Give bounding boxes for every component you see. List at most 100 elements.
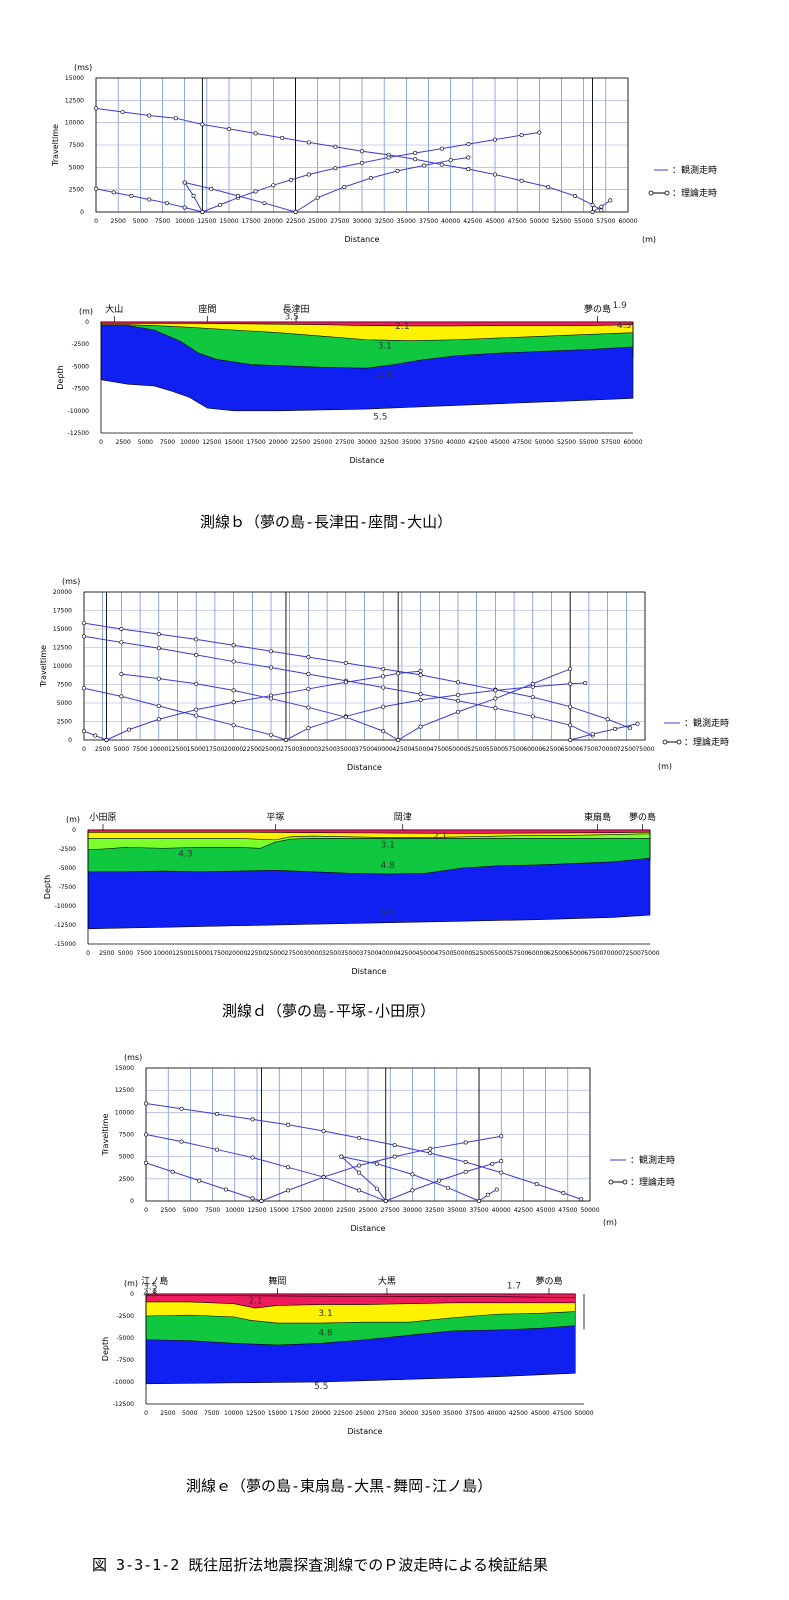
- theoretical-point: [374, 1161, 379, 1166]
- y-tick-label: 7500: [69, 142, 84, 149]
- layer-label: 3.5: [143, 1283, 157, 1293]
- theoretical-point: [418, 672, 423, 677]
- theoretical-point: [392, 1143, 397, 1148]
- x-tick-label: 25000: [313, 439, 332, 446]
- theoretical-point: [126, 727, 131, 732]
- theoretical-point: [343, 680, 348, 685]
- x-tick-label: 45000: [490, 439, 509, 446]
- observed-series: [261, 1135, 502, 1202]
- theoretical-point: [231, 700, 236, 705]
- x-tick-label: 35000: [402, 439, 421, 446]
- x-tick-label: 2500: [111, 218, 126, 225]
- theoretical-point: [466, 142, 471, 147]
- x-tick-label: 37500: [355, 746, 374, 753]
- theoretical-point: [357, 1170, 362, 1175]
- theoretical-point: [343, 715, 348, 720]
- theoretical-point: [289, 177, 294, 182]
- y-tick-label: -2500: [72, 341, 90, 348]
- theoretical-point: [494, 1187, 499, 1192]
- x-tick-label: 42500: [514, 1207, 533, 1214]
- theoretical-point: [286, 1122, 291, 1127]
- x-unit: (m): [658, 762, 672, 771]
- theoretical-point: [410, 1172, 415, 1177]
- theoretical-point: [111, 190, 116, 195]
- place-name: 大山: [105, 303, 123, 315]
- x-tick-label: 20000: [314, 1207, 333, 1214]
- x-tick-label: 15000: [224, 439, 243, 446]
- x-tick-label: 67500: [584, 950, 603, 957]
- theoretical-point: [82, 634, 87, 639]
- theoretical-point: [628, 726, 633, 731]
- layer-label: 1.9: [613, 301, 628, 311]
- y-tick-label: -10000: [113, 1379, 134, 1386]
- x-tick-label: 5000: [183, 1207, 198, 1214]
- x-tick-label: 12500: [247, 1207, 266, 1214]
- x-tick-label: 52500: [472, 950, 491, 957]
- theoretical-point: [194, 637, 199, 642]
- theoretical-point: [156, 632, 161, 637]
- theoretical-point: [333, 144, 338, 149]
- velocity-label: 2.1: [433, 832, 447, 842]
- observed-series: [145, 1102, 582, 1200]
- x-tick-label: 25000: [308, 218, 327, 225]
- theoretical-point: [530, 714, 535, 719]
- x-tick-label: 47500: [513, 439, 532, 446]
- chart-b-traveltime: (m)0 2500 5000 7500 10000 12500 15000 17500 2000…: [51, 63, 656, 244]
- theoretical-point: [568, 666, 573, 671]
- layer-label: 3.5: [284, 312, 298, 322]
- x-tick-label: 57500: [601, 439, 620, 446]
- theoretical-point: [374, 1186, 379, 1191]
- x-tick-label: 30000: [357, 439, 376, 446]
- x-tick-label: 40000: [374, 746, 393, 753]
- theoretical-point: [492, 137, 497, 142]
- x-tick-label: 12500: [168, 746, 187, 753]
- x-tick-label: 57500: [596, 218, 615, 225]
- x-tick-label: 60000: [623, 439, 642, 446]
- legend-e: ：観測走時 ：理論走時: [608, 1154, 675, 1188]
- theoretical-point: [93, 733, 98, 738]
- x-tick-label: 2500: [161, 1207, 176, 1214]
- theoretical-point: [635, 721, 640, 726]
- theoretical-point: [286, 1188, 291, 1193]
- observed-series: [106, 670, 421, 741]
- theoretical-point: [191, 193, 196, 198]
- x-tick-label: 55000: [491, 950, 510, 957]
- x-tick-label: 0: [144, 1410, 148, 1417]
- theoretical-point: [250, 1117, 255, 1122]
- x-tick-label: 12500: [172, 950, 191, 957]
- theoretical-point: [396, 671, 401, 676]
- y-tick-label: 5000: [119, 1154, 134, 1161]
- x-tick-label: 47500: [508, 218, 527, 225]
- x-tick-label: 32500: [421, 1410, 440, 1417]
- theoretical-point: [227, 126, 232, 131]
- x-tick-label: 62500: [542, 746, 561, 753]
- y-tick-label: 7500: [119, 1132, 134, 1139]
- x-tick-label: 35000: [341, 950, 360, 957]
- x-tick-label: 7500: [155, 218, 170, 225]
- theoretical-point: [568, 723, 573, 728]
- x-tick-label: 47500: [558, 1207, 577, 1214]
- theoretical-point: [147, 197, 152, 202]
- layer-3.1: [100, 321, 634, 341]
- velocity-label: 4.8: [318, 1328, 333, 1338]
- chart-d-traveltime: (m)0 2500 5000 7500 10000 12500 15000 17500 2000…: [39, 577, 672, 772]
- place-name: 岡津: [394, 812, 412, 823]
- x-tick-label: 57500: [505, 746, 524, 753]
- x-tick-label: 45000: [531, 1410, 550, 1417]
- theoretical-point: [218, 202, 223, 207]
- x-tick-label: 0: [144, 1207, 148, 1214]
- theoretical-point: [250, 1155, 255, 1160]
- theoretical-point: [463, 1169, 468, 1174]
- theoretical-point: [321, 1128, 326, 1133]
- x-tick-label: 22500: [334, 1410, 353, 1417]
- x-tick-label: 27500: [280, 746, 299, 753]
- theoretical-point: [583, 681, 588, 686]
- y-tick-label: 0: [80, 209, 84, 216]
- y-tick-label: 0: [85, 319, 89, 326]
- legend-d: ：観測走時 ：理論走時: [662, 717, 729, 748]
- x-tick-label: 5000: [138, 439, 153, 446]
- place-name: 平塚: [266, 812, 284, 823]
- theoretical-point: [231, 643, 236, 648]
- theoretical-point: [519, 133, 524, 138]
- theoretical-point: [448, 158, 453, 163]
